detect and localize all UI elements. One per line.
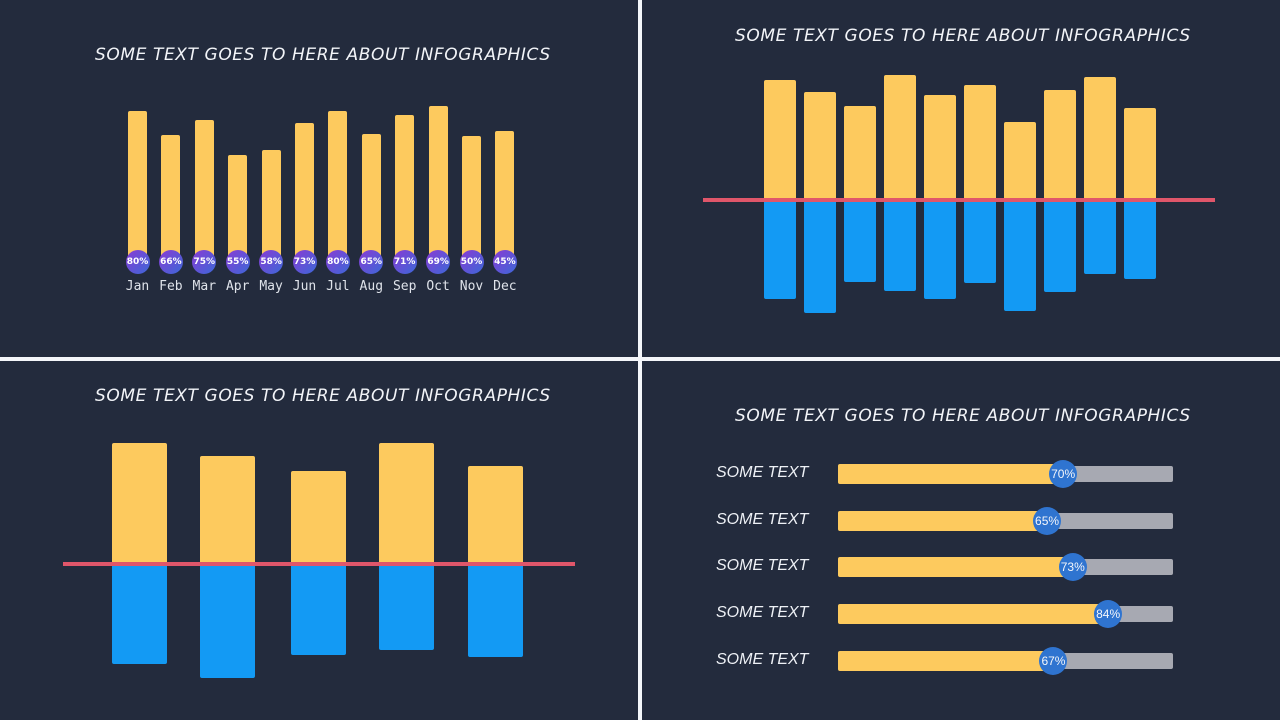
bar-sep [395,115,415,262]
progress-knob: 70% [1049,460,1078,488]
negative-bar [379,564,434,650]
baseline-top-right [703,198,1215,202]
bar-may [261,150,281,262]
negative-bar [964,200,996,283]
value-badge: 65% [359,250,384,274]
progress-fill [838,557,1073,578]
month-label: Feb [159,279,183,294]
month-label: Mar [192,279,217,294]
bar-jul [328,111,348,262]
bottom-left-title: SOME TEXT GOES TO HERE ABOUT INFOGRAPHIC… [95,386,551,406]
progress-label: SOME TEXT [716,510,809,528]
negative-bar [1084,200,1116,274]
value-badge: 50% [459,250,484,274]
positive-bar [884,75,916,200]
negative-bar [291,564,346,655]
positive-bar [1124,108,1156,200]
positive-bar [200,456,255,564]
value-badge: 58% [259,250,284,274]
bar-oct [428,106,448,262]
negative-bar [112,564,167,664]
progress-fill [838,604,1109,625]
progress-label: SOME TEXT [716,557,809,575]
month-label: May [259,279,283,294]
positive-bar [804,92,836,200]
top-right-title: SOME TEXT GOES TO HERE ABOUT INFOGRAPHIC… [735,26,1191,46]
progress-label: SOME TEXT [716,650,809,668]
progress-fill [838,650,1054,671]
positive-bar [1084,77,1116,200]
negative-bar [884,200,916,291]
negative-bar [200,564,255,678]
positive-bar [924,95,956,200]
progress-label: SOME TEXT [716,464,809,481]
positive-bar [468,466,523,564]
progress-fill [838,464,1064,484]
bar-nov [462,136,481,262]
negative-bar [804,200,836,313]
negative-bar [924,200,956,299]
progress-knob: 84% [1094,600,1123,629]
month-label: Dec [493,279,517,294]
positive-bar [112,443,167,564]
progress-label: SOME TEXT [716,604,809,622]
bar-mar [194,120,214,262]
negative-bar [764,200,796,299]
negative-bar [844,200,876,282]
baseline-bottom-left [63,562,575,566]
positive-bar [379,443,434,564]
value-badge: 69% [426,250,451,274]
month-label: Nov [459,279,484,294]
bar-feb [161,135,181,262]
progress-fill [838,510,1048,531]
top-left-title: SOME TEXT GOES TO HERE ABOUT INFOGRAPHIC… [95,45,551,65]
value-badge: 71% [392,250,417,274]
bar-jan [128,111,147,262]
positive-bar [764,80,796,200]
value-badge: 45% [492,250,517,274]
positive-bar [1004,122,1036,200]
month-label: Jan [125,279,150,294]
month-label: Sep [392,279,417,294]
positive-bar [1044,90,1076,200]
value-badge: 75% [192,250,217,274]
value-badge: 80% [325,250,350,274]
month-label: Jul [326,279,350,294]
value-badge: 73% [292,250,317,274]
value-badge: 66% [158,250,183,274]
negative-bar [468,564,523,657]
month-label: Oct [426,279,450,294]
negative-bar [1044,200,1076,292]
bar-jun [295,123,314,262]
progress-knob: 65% [1033,506,1062,535]
value-badge: 80% [125,250,150,274]
positive-bar [844,106,876,200]
positive-bar [964,85,996,200]
bottom-right-title: SOME TEXT GOES TO HERE ABOUT INFOGRAPHIC… [735,406,1191,426]
month-label: Aug [359,279,384,294]
bar-apr [228,155,248,262]
progress-knob: 73% [1058,553,1087,582]
month-label: Apr [225,279,250,294]
bar-aug [361,134,381,262]
positive-bar [291,471,346,564]
progress-knob: 67% [1039,646,1068,675]
month-label: Jun [292,279,317,294]
horizontal-divider [0,357,1280,361]
negative-bar [1124,200,1156,279]
value-badge: 55% [225,250,250,274]
bar-dec [495,131,515,262]
negative-bar [1004,200,1036,311]
